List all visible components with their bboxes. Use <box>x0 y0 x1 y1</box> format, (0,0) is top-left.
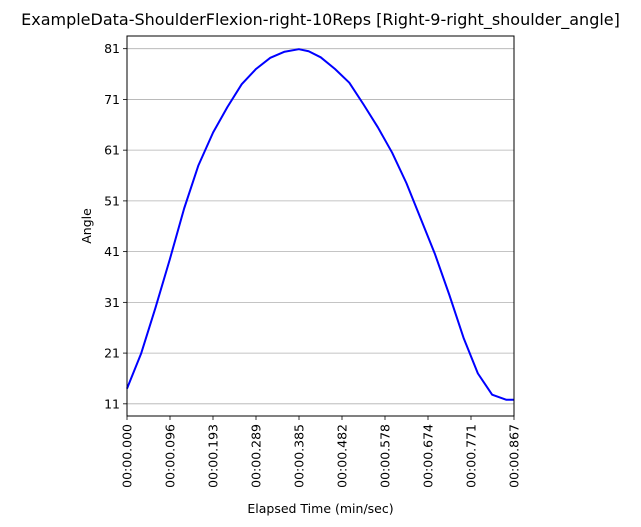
x-tick-label: 00:00.771 <box>464 424 479 488</box>
y-tick-label: 21 <box>104 346 120 361</box>
chart-title: ExampleData-ShoulderFlexion-right-10Reps… <box>21 10 620 30</box>
gridlines <box>127 48 514 405</box>
x-tick-label: 00:00.193 <box>206 424 221 488</box>
y-tick-label: 81 <box>104 41 120 56</box>
y-tick-label: 11 <box>104 396 120 411</box>
plot-frame <box>126 35 515 417</box>
x-tick-label: 00:00.578 <box>378 424 393 488</box>
y-axis-ticks: 11 21 31 41 51 61 71 81 <box>104 41 127 411</box>
x-tick-label: 00:00.482 <box>335 424 350 488</box>
y-tick-label: 41 <box>104 244 120 259</box>
x-tick-label: 00:00.096 <box>163 424 178 488</box>
x-tick-label: 00:00.385 <box>292 424 307 488</box>
y-tick-label: 71 <box>104 92 120 107</box>
x-tick-label: 00:00.289 <box>249 424 264 488</box>
x-axis-label: Elapsed Time (min/sec) <box>247 501 393 516</box>
x-tick-label: 00:00.674 <box>421 424 436 488</box>
y-tick-label: 51 <box>104 193 120 208</box>
x-tick-label: 00:00.867 <box>507 424 522 488</box>
x-axis-ticks: 00:00.000 00:00.096 00:00.193 00:00.289 00:0… <box>120 416 522 488</box>
y-tick-label: 31 <box>104 295 120 310</box>
series-line-0 <box>126 48 514 401</box>
x-tick-label: 00:00.000 <box>120 424 135 488</box>
data-series <box>126 48 514 401</box>
y-tick-label: 61 <box>104 143 120 158</box>
y-axis-label: Angle <box>79 208 94 244</box>
